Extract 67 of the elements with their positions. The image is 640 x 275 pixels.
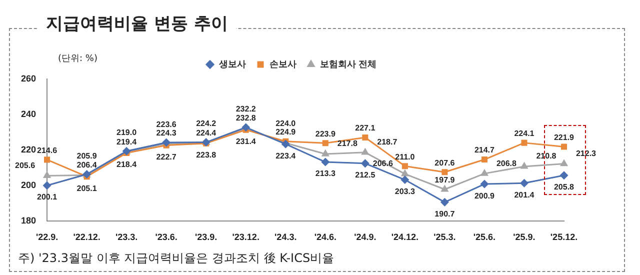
x-tick-label: '25.12. (550, 232, 578, 242)
y-tick-label: 200 (20, 180, 36, 190)
data-label: 219.0 (116, 128, 138, 138)
data-label: 224.0 (276, 119, 296, 128)
data-label: 224.1 (514, 129, 535, 138)
data-label: 224.2 (196, 118, 217, 128)
x-tick-label: '24.12. (391, 232, 419, 242)
x-tick-label: '25.6. (473, 232, 496, 242)
data-label: 200.1 (37, 192, 58, 202)
data-label: 219.4 (116, 137, 138, 146)
data-label: 222.7 (156, 152, 177, 162)
data-label: 232.8 (236, 114, 256, 123)
x-tick-label: '23.12. (232, 232, 260, 242)
data-label: 206.6 (372, 159, 394, 168)
data-label: 217.8 (337, 139, 358, 148)
data-label: 210.8 (536, 152, 557, 161)
data-label: 224.4 (196, 128, 217, 138)
x-tick-label: '24.9. (354, 232, 376, 242)
data-label: 200.9 (474, 191, 496, 200)
y-tick-label: 180 (20, 216, 36, 226)
data-label: 223.4 (276, 151, 296, 160)
legend-label: 보험회사 전체 (320, 58, 377, 69)
data-label: 214.6 (37, 146, 58, 155)
data-label: 212.5 (355, 170, 376, 180)
x-tick-label: '24.6. (314, 232, 336, 242)
legend-label: 손보사 (270, 58, 296, 69)
x-tick-label: '23.3. (115, 232, 138, 242)
data-label: 205.9 (76, 151, 98, 160)
data-label: 223.6 (156, 120, 177, 129)
x-tick-label: '23.6. (155, 232, 178, 242)
data-label: 218.7 (377, 138, 398, 147)
data-label: 211.0 (395, 152, 416, 162)
data-label: 206.8 (496, 158, 518, 168)
data-label: 227.1 (355, 124, 376, 133)
x-tick-label: '22.9. (36, 232, 58, 242)
data-label: 218.4 (116, 160, 138, 170)
y-tick-label: 240 (20, 109, 36, 120)
x-tick-label: '25.3. (434, 232, 456, 242)
data-label: 205.8 (554, 182, 575, 192)
x-tick-label: '24.3. (274, 232, 297, 242)
data-label: 203.3 (394, 186, 416, 196)
data-label: 232.2 (236, 104, 256, 114)
text: 주) '23.3월말 이후 지급여력비율은 경과조치 後 K-ICS비율 (18, 250, 334, 267)
data-label: 224.9 (276, 128, 296, 137)
y-tick-label: 220 (20, 144, 36, 155)
data-label: 212.3 (576, 148, 597, 158)
data-label: 221.9 (554, 132, 575, 142)
text: (단위: %) (58, 53, 98, 65)
data-label: 201.4 (514, 190, 535, 200)
data-label: 213.3 (315, 169, 336, 178)
data-label: 190.7 (434, 209, 456, 218)
chart-title: 지급여력비율 변동 추이 (38, 12, 236, 35)
data-label: 231.4 (236, 137, 256, 146)
data-label: 205.6 (15, 160, 36, 170)
x-tick-label: '22.12. (73, 232, 100, 242)
data-label: 224.3 (156, 128, 177, 138)
y-tick-label: 260 (20, 73, 36, 84)
data-label: 205.1 (76, 184, 98, 193)
data-label: 223.8 (196, 150, 217, 160)
legend-label: 생보사 (218, 58, 246, 69)
data-label: 206.4 (76, 160, 98, 170)
x-tick-label: '23.9. (195, 232, 218, 242)
data-label: 197.9 (434, 176, 456, 185)
data-label: 207.6 (434, 158, 456, 168)
x-tick-label: '25.9. (513, 232, 536, 242)
data-label: 223.9 (315, 129, 336, 138)
data-label: 214.7 (474, 146, 496, 155)
